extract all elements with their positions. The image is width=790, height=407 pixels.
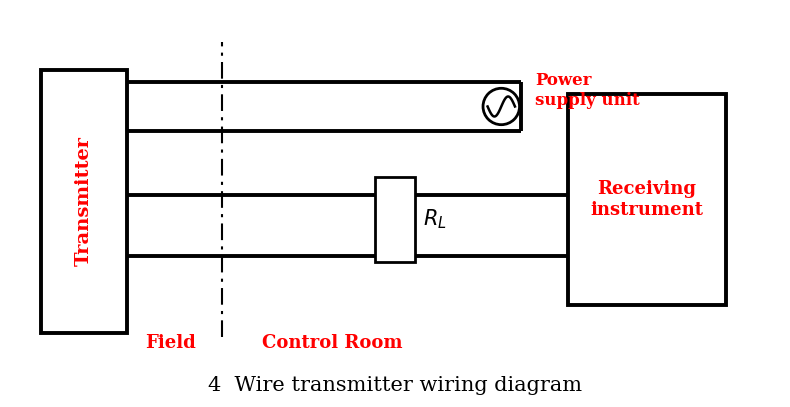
Bar <box>375 177 415 262</box>
Text: Transmitter: Transmitter <box>75 136 93 267</box>
Text: $R_L$: $R_L$ <box>423 208 446 232</box>
Text: Control Room: Control Room <box>261 334 402 352</box>
Text: Power
supply unit: Power supply unit <box>536 72 640 109</box>
Text: Field: Field <box>145 334 196 352</box>
Bar <box>41 70 127 333</box>
Text: 4  Wire transmitter wiring diagram: 4 Wire transmitter wiring diagram <box>208 376 582 395</box>
Text: Receiving
instrument: Receiving instrument <box>590 180 703 219</box>
Ellipse shape <box>483 88 520 125</box>
Bar <box>568 94 726 304</box>
